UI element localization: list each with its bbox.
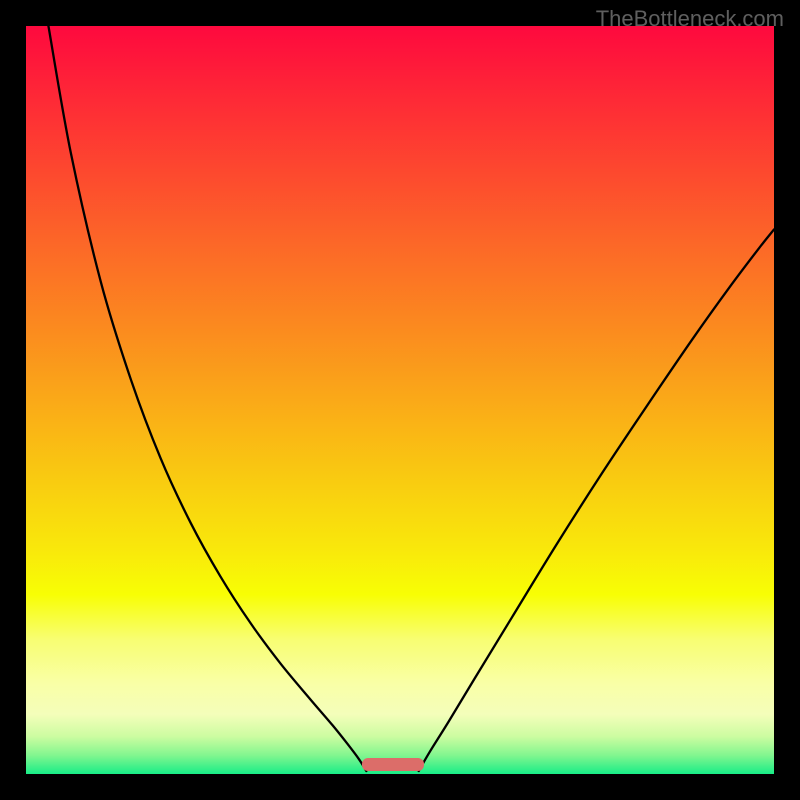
watermark-text: TheBottleneck.com	[596, 6, 784, 32]
curve-left-branch	[48, 26, 366, 771]
curve-overlay	[26, 26, 774, 774]
chart-frame: TheBottleneck.com	[0, 0, 800, 800]
bottleneck-flat-spot	[362, 758, 424, 771]
curve-right-branch	[419, 229, 774, 771]
plot-area	[26, 26, 774, 774]
